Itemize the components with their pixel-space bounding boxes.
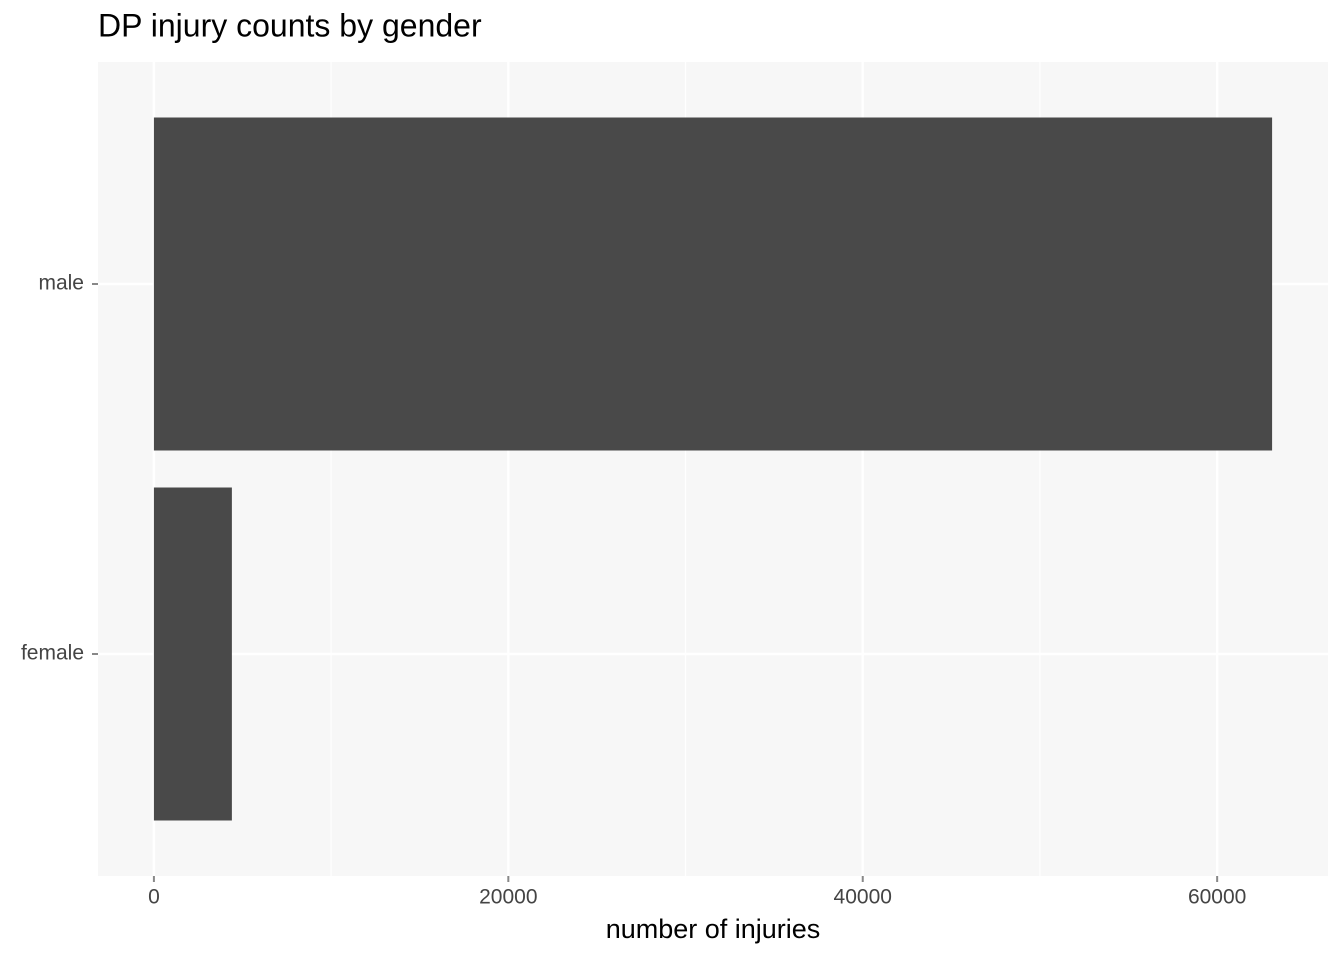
y-tick-label: female (21, 642, 84, 665)
bar (153, 117, 1273, 451)
bar (153, 487, 232, 821)
x-tick-label: 60000 (1188, 886, 1246, 909)
y-tick-label: male (38, 272, 84, 295)
x-axis-title: number of injuries (606, 914, 821, 944)
x-tick-label: 0 (148, 886, 160, 909)
chart-title: DP injury counts by gender (98, 7, 482, 43)
x-tick-label: 20000 (479, 886, 537, 909)
x-tick-label: 40000 (834, 886, 892, 909)
